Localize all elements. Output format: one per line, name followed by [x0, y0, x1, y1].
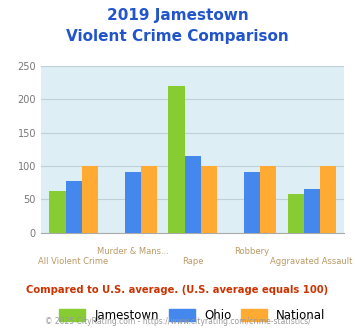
- Text: Violent Crime Comparison: Violent Crime Comparison: [66, 29, 289, 44]
- Text: Aggravated Assault: Aggravated Assault: [271, 257, 353, 266]
- Bar: [288, 194, 304, 233]
- Text: Rape: Rape: [182, 257, 203, 266]
- Text: © 2025 CityRating.com - https://www.cityrating.com/crime-statistics/: © 2025 CityRating.com - https://www.city…: [45, 317, 310, 326]
- Legend: Jamestown, Ohio, National: Jamestown, Ohio, National: [55, 304, 331, 327]
- Bar: [304, 189, 320, 233]
- Text: Compared to U.S. average. (U.S. average equals 100): Compared to U.S. average. (U.S. average …: [26, 285, 329, 295]
- Bar: [244, 172, 260, 233]
- Bar: [320, 166, 336, 233]
- Bar: [169, 86, 185, 233]
- Bar: [201, 166, 217, 233]
- Bar: [260, 166, 276, 233]
- Bar: [185, 156, 201, 233]
- Bar: [49, 191, 66, 233]
- Text: 2019 Jamestown: 2019 Jamestown: [106, 8, 248, 23]
- Text: Murder & Mans...: Murder & Mans...: [97, 247, 169, 256]
- Text: All Violent Crime: All Violent Crime: [38, 257, 109, 266]
- Bar: [125, 172, 141, 233]
- Bar: [82, 166, 98, 233]
- Bar: [141, 166, 157, 233]
- Bar: [66, 181, 82, 233]
- Text: Robbery: Robbery: [235, 247, 270, 256]
